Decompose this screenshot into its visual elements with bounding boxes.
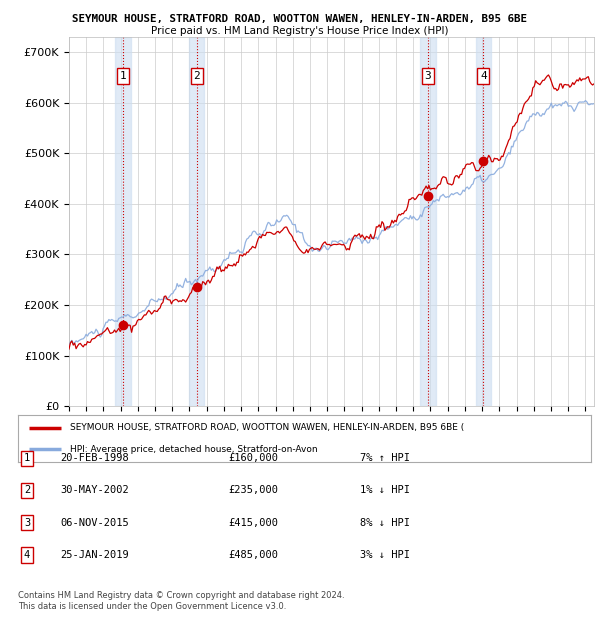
Bar [189, 37, 205, 406]
Text: £235,000: £235,000 [228, 485, 278, 495]
Bar [420, 37, 436, 406]
Bar [115, 37, 131, 406]
Text: Price paid vs. HM Land Registry's House Price Index (HPI): Price paid vs. HM Land Registry's House … [151, 26, 449, 36]
Text: 1: 1 [24, 453, 30, 463]
Text: 1% ↓ HPI: 1% ↓ HPI [360, 485, 410, 495]
Text: 3% ↓ HPI: 3% ↓ HPI [360, 550, 410, 560]
Text: Contains HM Land Registry data © Crown copyright and database right 2024.
This d: Contains HM Land Registry data © Crown c… [18, 591, 344, 611]
Text: 2: 2 [193, 71, 200, 81]
Text: 8% ↓ HPI: 8% ↓ HPI [360, 518, 410, 528]
Text: 3: 3 [24, 518, 30, 528]
Text: £415,000: £415,000 [228, 518, 278, 528]
Text: 7% ↑ HPI: 7% ↑ HPI [360, 453, 410, 463]
Text: £160,000: £160,000 [228, 453, 278, 463]
Text: SEYMOUR HOUSE, STRATFORD ROAD, WOOTTON WAWEN, HENLEY-IN-ARDEN, B95 6BE: SEYMOUR HOUSE, STRATFORD ROAD, WOOTTON W… [73, 14, 527, 24]
Bar [476, 37, 491, 406]
Text: 3: 3 [425, 71, 431, 81]
Text: £485,000: £485,000 [228, 550, 278, 560]
Text: SEYMOUR HOUSE, STRATFORD ROAD, WOOTTON WAWEN, HENLEY-IN-ARDEN, B95 6BE (: SEYMOUR HOUSE, STRATFORD ROAD, WOOTTON W… [70, 423, 464, 433]
Text: 25-JAN-2019: 25-JAN-2019 [60, 550, 129, 560]
Text: 30-MAY-2002: 30-MAY-2002 [60, 485, 129, 495]
Text: 4: 4 [480, 71, 487, 81]
Text: 4: 4 [24, 550, 30, 560]
Text: 2: 2 [24, 485, 30, 495]
Text: 20-FEB-1998: 20-FEB-1998 [60, 453, 129, 463]
Text: HPI: Average price, detached house, Stratford-on-Avon: HPI: Average price, detached house, Stra… [70, 445, 317, 454]
Text: 1: 1 [119, 71, 126, 81]
Text: 06-NOV-2015: 06-NOV-2015 [60, 518, 129, 528]
